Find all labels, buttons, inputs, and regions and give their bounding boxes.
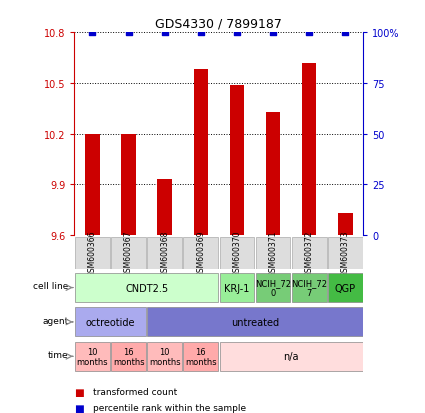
Bar (256, 273, 290, 302)
Bar (220, 273, 254, 302)
Bar (302, 64, 316, 235)
Text: GSM600372: GSM600372 (305, 230, 314, 277)
Bar (85, 134, 99, 235)
Bar (147, 237, 182, 270)
Bar (338, 214, 352, 235)
Point (306, 30, 312, 36)
Title: GDS4330 / 7899187: GDS4330 / 7899187 (156, 17, 282, 31)
Text: QGP: QGP (335, 283, 356, 293)
Text: GSM600373: GSM600373 (341, 230, 350, 277)
Text: time: time (48, 350, 68, 359)
Point (234, 30, 241, 36)
Text: NCIH_72
0: NCIH_72 0 (255, 278, 291, 297)
Point (269, 30, 276, 36)
Text: 16
months: 16 months (185, 347, 217, 366)
Bar (193, 70, 208, 235)
Bar (184, 237, 218, 270)
Text: ■: ■ (74, 403, 84, 413)
Text: 10
months: 10 months (149, 347, 181, 366)
Bar (75, 308, 146, 337)
Point (89, 30, 96, 36)
Text: octreotide: octreotide (86, 317, 135, 327)
Point (197, 30, 204, 36)
Text: CNDT2.5: CNDT2.5 (125, 283, 168, 293)
Text: agent: agent (42, 316, 68, 325)
Point (342, 30, 348, 36)
Bar (75, 273, 218, 302)
Text: transformed count: transformed count (94, 387, 178, 396)
Bar (266, 112, 280, 235)
Text: KRJ-1: KRJ-1 (224, 283, 249, 293)
Text: GSM600369: GSM600369 (196, 230, 205, 277)
Text: ■: ■ (74, 387, 84, 397)
Point (125, 30, 132, 36)
Bar (147, 308, 363, 337)
Text: GSM600371: GSM600371 (269, 230, 278, 277)
Bar (75, 342, 110, 371)
Bar (111, 237, 146, 270)
Text: GSM600366: GSM600366 (88, 230, 97, 277)
Text: 10
months: 10 months (76, 347, 108, 366)
Bar (292, 237, 326, 270)
Text: percentile rank within the sample: percentile rank within the sample (94, 403, 246, 412)
Bar (220, 342, 363, 371)
Bar (75, 237, 110, 270)
Bar (256, 237, 290, 270)
Text: GSM600370: GSM600370 (232, 230, 241, 277)
Text: untreated: untreated (231, 317, 279, 327)
Bar (111, 342, 146, 371)
Text: NCIH_72
7: NCIH_72 7 (291, 278, 327, 297)
Text: GSM600367: GSM600367 (124, 230, 133, 277)
Text: 16
months: 16 months (113, 347, 144, 366)
Bar (292, 273, 326, 302)
Bar (184, 342, 218, 371)
Bar (147, 342, 182, 371)
Text: n/a: n/a (283, 351, 299, 361)
Bar (230, 85, 244, 235)
Bar (328, 237, 363, 270)
Bar (157, 180, 172, 235)
Bar (328, 273, 363, 302)
Point (161, 30, 168, 36)
Text: cell line: cell line (33, 282, 68, 291)
Bar (220, 237, 254, 270)
Text: GSM600368: GSM600368 (160, 230, 169, 277)
Bar (122, 134, 136, 235)
